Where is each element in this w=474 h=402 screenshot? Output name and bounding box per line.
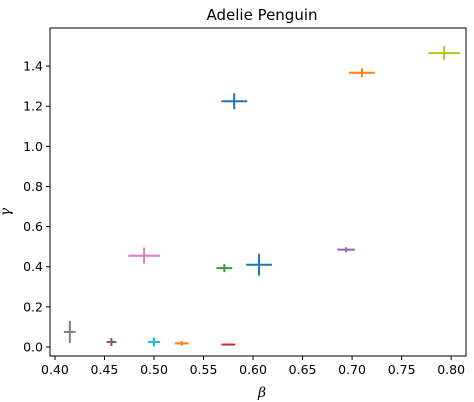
x-tick-label: 0.45 xyxy=(91,362,119,377)
data-point xyxy=(428,46,461,61)
y-tick-label: 0.4 xyxy=(23,259,43,274)
y-tick-label: 0.6 xyxy=(23,219,43,234)
data-point xyxy=(221,343,236,346)
x-tick-label: 0.50 xyxy=(140,362,168,377)
x-tick-label: 0.55 xyxy=(190,362,218,377)
x-tick-label: 0.75 xyxy=(388,362,416,377)
data-point xyxy=(106,337,117,346)
data-point xyxy=(174,340,189,346)
y-tick-label: 0.0 xyxy=(23,339,43,354)
data-point xyxy=(246,253,272,276)
y-axis-ticks: 0.0 0.2 0.4 0.6 0.8 1.0 1.2 1.4 xyxy=(23,59,50,354)
y-tick-label: 0.2 xyxy=(23,299,43,314)
chart-title: Adelie Penguin xyxy=(206,6,317,24)
y-tick-label: 1.2 xyxy=(23,99,43,114)
data-point xyxy=(221,93,248,110)
data-point xyxy=(216,264,233,273)
data-point xyxy=(349,68,375,78)
data-point xyxy=(148,337,160,347)
plot-frame xyxy=(49,27,467,357)
y-tick-label: 0.8 xyxy=(23,179,43,194)
x-tick-label: 0.60 xyxy=(239,362,267,377)
data-marks xyxy=(63,46,461,347)
data-point xyxy=(63,320,76,343)
data-point xyxy=(128,247,160,264)
x-tick-label: 0.70 xyxy=(338,362,366,377)
x-axis-label: β xyxy=(257,385,266,401)
x-tick-label: 0.40 xyxy=(41,362,69,377)
x-tick-label: 0.65 xyxy=(289,362,317,377)
y-tick-label: 1.0 xyxy=(23,139,43,154)
x-axis-ticks: 0.40 0.45 0.50 0.55 0.60 0.65 0.70 0.75 0.80 xyxy=(41,356,465,377)
data-point xyxy=(337,247,356,253)
x-tick-label: 0.80 xyxy=(437,362,465,377)
y-tick-label: 1.4 xyxy=(23,59,43,74)
y-axis-label: γ xyxy=(0,207,14,216)
